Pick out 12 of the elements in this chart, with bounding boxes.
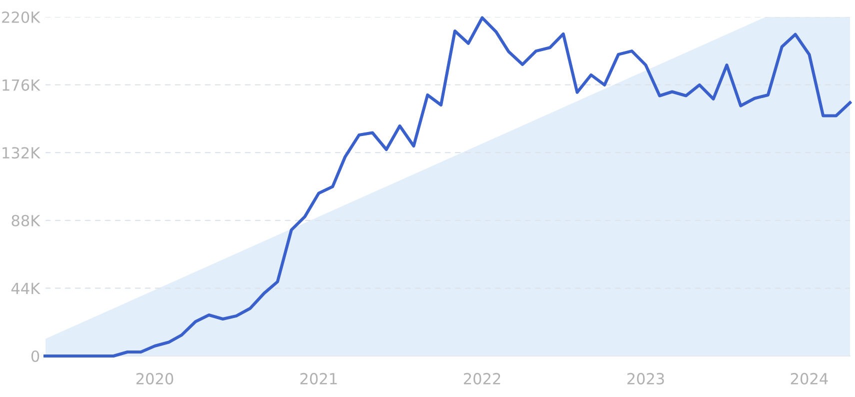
y-tick-label: 220K [2, 11, 40, 24]
x-tick-label: 2022 [464, 372, 500, 384]
x-tick-label: 2023 [627, 372, 664, 384]
y-tick-label: 0 [31, 350, 40, 362]
y-tick-label: 132K [2, 147, 40, 159]
y-tick-label: 44K [11, 282, 40, 294]
line-series [43, 16, 852, 358]
y-tick-label: 176K [2, 79, 40, 91]
x-tick-label: 2021 [300, 372, 337, 384]
x-tick-label: 2020 [136, 372, 174, 384]
y-tick-label: 88K [12, 214, 40, 226]
x-tick-label: 2024 [790, 372, 828, 384]
